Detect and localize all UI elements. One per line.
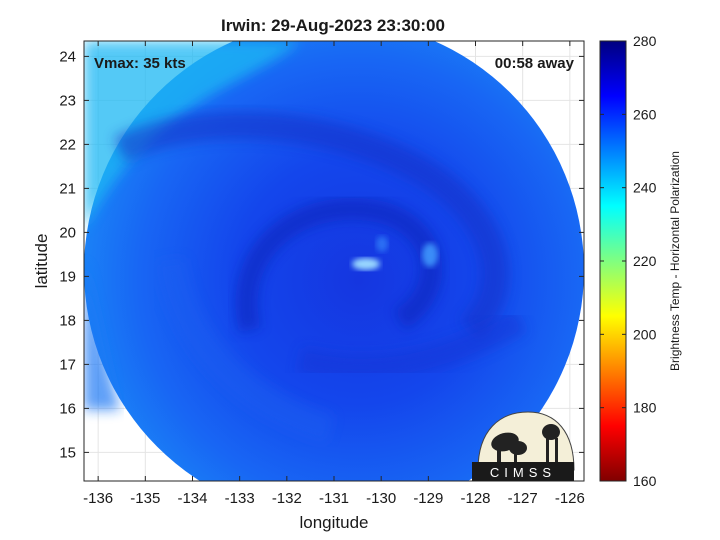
y-axis-ticks: 15 16 17 18 19 20 21 22 23 24: [59, 48, 584, 461]
x-tick-label: -133: [225, 490, 255, 507]
colorbar-ticks: 160 180 200 220 240 260 280: [600, 33, 657, 489]
x-tick-label: -131: [319, 490, 349, 507]
colorbar-tick-label: 200: [633, 326, 657, 342]
logo-text: CIMSS: [490, 465, 556, 480]
colorbar-tick-label: 160: [633, 473, 657, 489]
spiral-band-3: [296, 308, 527, 381]
x-tick-label: -136: [83, 490, 113, 507]
colorbar-tick-label: 260: [633, 106, 657, 122]
y-axis-label: latitude: [32, 234, 51, 289]
colorbar-tick-label: 280: [633, 33, 657, 49]
y-tick-label: 16: [59, 400, 76, 417]
y-tick-label: 15: [59, 444, 76, 461]
vmax-annotation: Vmax: 35 kts: [94, 55, 186, 72]
x-axis-label: longitude: [299, 513, 368, 532]
warm-spot-east: [422, 243, 438, 267]
y-tick-label: 19: [59, 268, 76, 285]
x-tick-label: -132: [272, 490, 302, 507]
colorbar: [599, 40, 627, 482]
colorbar-tick-label: 180: [633, 400, 657, 416]
y-tick-label: 23: [59, 92, 76, 109]
y-tick-label: 24: [59, 48, 76, 65]
x-tick-label: -127: [508, 490, 538, 507]
colorbar-tick-label: 220: [633, 253, 657, 269]
cimss-logo: CIMSS: [472, 411, 575, 481]
chart-title: Irwin: 29-Aug-2023 23:30:00: [221, 16, 445, 35]
x-tick-label: -128: [460, 490, 490, 507]
brightness-temperature-swath: [84, 41, 584, 481]
spiral-band-4: [155, 257, 335, 445]
center-warm-spot: [352, 258, 380, 270]
x-tick-label: -126: [555, 490, 585, 507]
y-tick-label: 20: [59, 224, 76, 241]
spiral-band-1: [113, 111, 509, 340]
colorbar-label: Brightness Temp - Horizontal Polarizatio…: [668, 151, 682, 371]
y-tick-label: 21: [59, 180, 76, 197]
outer-band-southwest: [84, 260, 120, 410]
x-tick-label: -134: [177, 490, 207, 507]
x-tick-label: -130: [366, 490, 396, 507]
y-tick-label: 18: [59, 312, 76, 329]
x-tick-label: -135: [130, 490, 160, 507]
cyan-band-northwest: [84, 41, 300, 230]
colorbar-tick-label: 240: [633, 180, 657, 196]
x-axis-ticks: -136 -135 -134 -133 -132 -131 -130 -129 -128 -127…: [83, 41, 585, 507]
y-tick-label: 22: [59, 136, 76, 153]
warm-spot-north: [376, 236, 388, 252]
x-tick-label: -129: [413, 490, 443, 507]
spiral-band-2: [235, 197, 443, 333]
y-tick-label: 17: [59, 356, 76, 373]
time-away-annotation: 00:58 away: [495, 55, 575, 72]
